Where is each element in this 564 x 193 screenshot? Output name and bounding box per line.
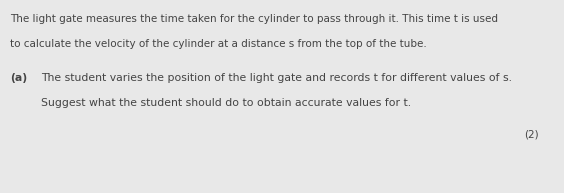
Text: to calculate the velocity of the cylinder at a distance s from the top of the tu: to calculate the velocity of the cylinde… [10, 39, 427, 49]
Text: (2): (2) [524, 129, 539, 139]
Text: (a): (a) [10, 73, 27, 83]
Text: The light gate measures the time taken for the cylinder to pass through it. This: The light gate measures the time taken f… [10, 14, 498, 24]
Text: Suggest what the student should do to obtain accurate values for t.: Suggest what the student should do to ob… [41, 98, 411, 108]
Text: The student varies the position of the light gate and records t for different va: The student varies the position of the l… [41, 73, 512, 83]
